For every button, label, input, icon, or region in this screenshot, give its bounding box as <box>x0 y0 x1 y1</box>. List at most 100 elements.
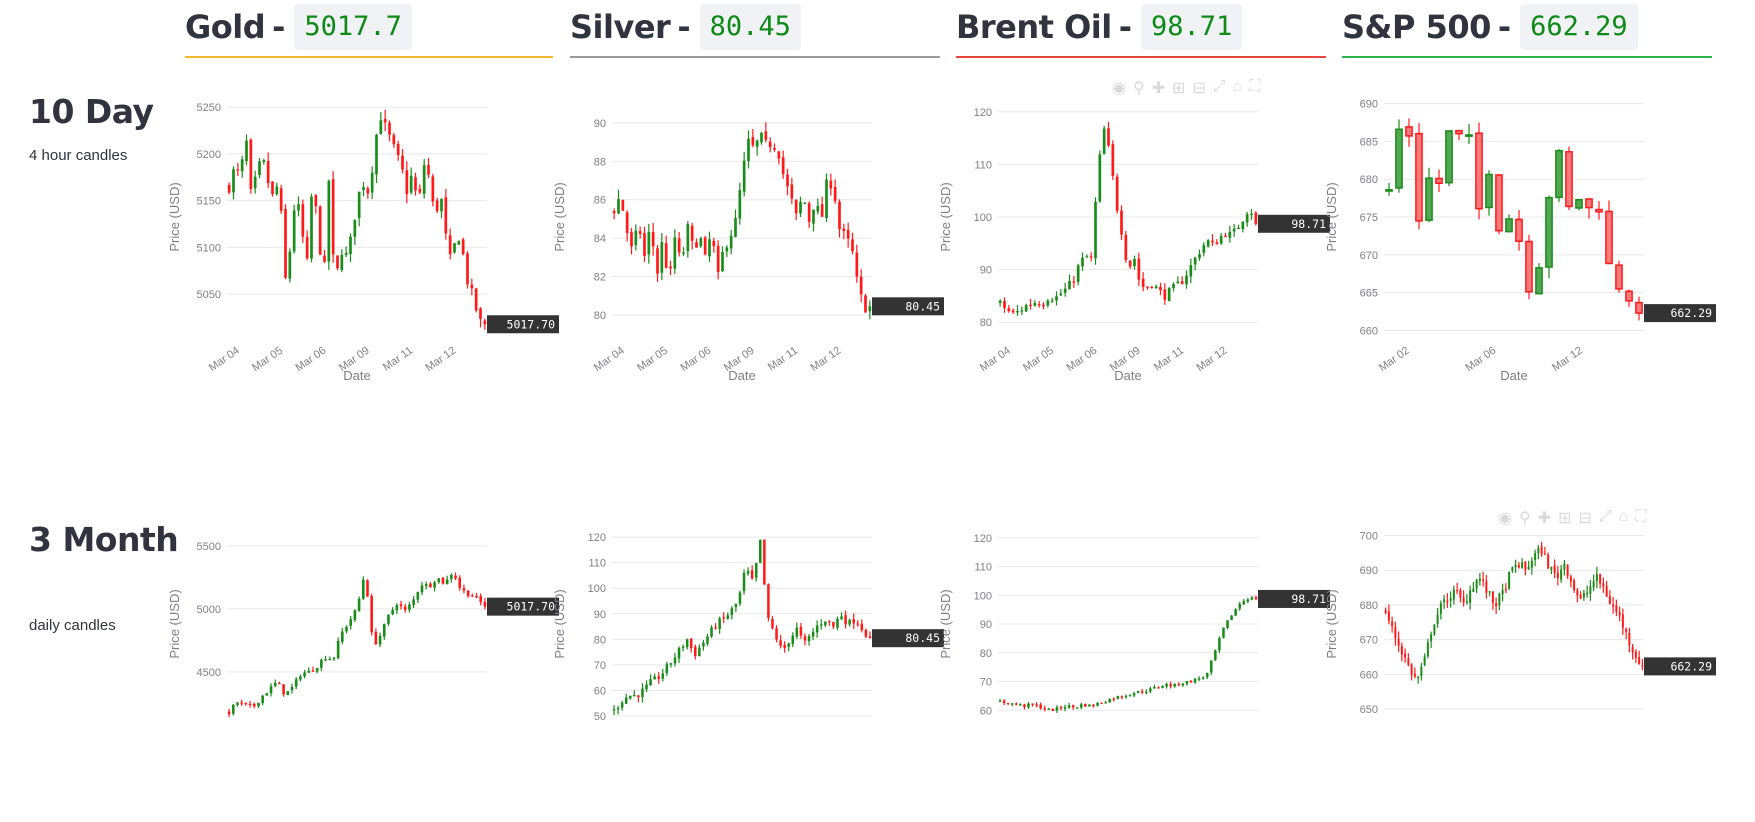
candlestick-plot[interactable]: 4500 5000 5500 Price (USD) 5017.70 <box>167 530 559 718</box>
candle <box>422 159 426 199</box>
sp500-10-day-chart[interactable]: 660 665 670 675 680 685 690 Price (USD) 662.29 Ma… <box>1324 90 1716 390</box>
candle <box>257 702 260 709</box>
candle <box>1067 702 1071 709</box>
y-tick-label: 110 <box>974 562 992 574</box>
zoom-out-icon[interactable]: ⊟ <box>1192 80 1206 97</box>
candle <box>1228 225 1232 243</box>
candle <box>370 593 373 636</box>
camera-icon[interactable]: ◉ <box>1112 80 1126 97</box>
candle <box>374 628 378 645</box>
candlestick-plot[interactable]: 650 660 670 680 690 700 Price (USD) 662.29 <box>1324 530 1716 718</box>
zoom-icon[interactable]: ⚲ <box>1132 80 1145 97</box>
candle <box>1495 174 1503 235</box>
sp500-header: S&P 500 - 662.29 <box>1342 2 1712 58</box>
candlestick-plot[interactable]: 660 665 670 675 680 685 690 Price (USD) 662.29 Ma… <box>1324 90 1716 390</box>
candle <box>1015 702 1018 706</box>
candle <box>649 674 652 686</box>
candle <box>712 237 716 253</box>
row-label-10-day: 10 Day 4 hour candles <box>29 92 154 164</box>
candle <box>320 658 323 672</box>
candle <box>1039 702 1042 710</box>
candle <box>1254 211 1258 226</box>
zoom-in-icon[interactable]: ⊞ <box>1172 80 1186 97</box>
candle <box>1605 200 1613 265</box>
y-tick-label: 665 <box>1360 288 1378 300</box>
candle <box>1120 695 1124 700</box>
silver-3-month-chart[interactable]: 50 60 70 80 90 100 110 120 Price (USD) 80.45 <box>552 530 944 723</box>
candle <box>836 616 839 631</box>
pan-icon[interactable]: ✚ <box>1537 510 1552 527</box>
gold-10-day-chart[interactable]: 5050 5100 5150 5200 5250 Price (USD) 5017.70 Ma… <box>167 90 559 390</box>
x-tick-label: Mar 02 <box>1377 345 1412 374</box>
candle <box>725 245 729 257</box>
zoom-out-icon[interactable]: ⊟ <box>1578 510 1592 527</box>
candlestick-plot[interactable]: 80 82 84 86 88 90 Price (USD) 80.45 Mar 04 Mar 05… <box>552 90 944 390</box>
candle <box>424 581 428 590</box>
silver-10-day-chart[interactable]: 80 82 84 86 88 90 Price (USD) 80.45 Mar 04 Mar 05… <box>552 90 944 390</box>
pan-icon[interactable]: ✚ <box>1151 80 1166 97</box>
candlestick-plot[interactable]: 80 90 100 110 120 Price (USD) 98.71 Mar 04 Mar 0… <box>938 90 1330 390</box>
last-price-tag: 80.45 <box>872 629 944 648</box>
asset-separator: - <box>677 8 691 46</box>
y-tick-label: 90 <box>980 265 992 277</box>
candle <box>1514 559 1517 573</box>
camera-icon[interactable]: ◉ <box>1498 510 1512 527</box>
fullscreen-icon[interactable]: ⛶ <box>1249 78 1261 95</box>
zoom-icon[interactable]: ⚲ <box>1518 510 1531 527</box>
candle <box>1011 308 1015 314</box>
candle <box>1081 252 1084 271</box>
candle <box>612 208 616 220</box>
candle <box>665 661 669 676</box>
y-tick-label: 84 <box>594 233 606 245</box>
candle <box>418 184 422 195</box>
autoscale-icon[interactable]: ⤢ <box>1212 78 1226 95</box>
home-icon[interactable]: ⌂ <box>1232 78 1243 95</box>
candle <box>1071 704 1075 710</box>
candle <box>252 702 256 709</box>
candle <box>1201 676 1205 680</box>
candlestick-plot[interactable]: 50 60 70 80 90 100 110 120 Price (USD) 80.45 <box>552 530 944 723</box>
home-icon[interactable]: ⌂ <box>1618 508 1629 525</box>
candle <box>714 623 717 630</box>
candle <box>1595 566 1598 588</box>
x-tick-label: Mar 04 <box>978 345 1013 374</box>
candle <box>1185 270 1188 289</box>
candle <box>673 652 677 667</box>
candle <box>248 701 252 708</box>
candle <box>1063 704 1067 712</box>
candle <box>332 657 336 662</box>
chart-modebar[interactable]: ◉ ⚲ ✚ ⊞ ⊟ ⤢ ⌂ ⛶ <box>1112 78 1261 98</box>
candle <box>726 612 730 620</box>
candlestick-plot[interactable]: 60 70 80 90 100 110 120 Price (USD) 98.71 <box>938 530 1330 718</box>
brent-oil-10-day-chart[interactable]: 80 90 100 110 120 Price (USD) 98.71 Mar 04 Mar 0… <box>938 90 1330 390</box>
candle <box>1180 276 1184 285</box>
candle <box>1420 662 1423 681</box>
y-axis-title: Price (USD) <box>1324 589 1339 658</box>
candle <box>1002 699 1006 706</box>
candle <box>1124 230 1128 263</box>
candle <box>1436 608 1439 628</box>
candle <box>1176 276 1180 284</box>
y-tick-label: 5200 <box>197 149 221 161</box>
sp500-3-month-chart[interactable]: 650 660 670 680 690 700 Price (USD) 662.29 <box>1324 530 1716 718</box>
chart-modebar[interactable]: ◉ ⚲ ✚ ⊞ ⊟ ⤢ ⌂ ⛶ <box>1498 508 1647 528</box>
candle <box>787 642 790 652</box>
y-tick-label: 120 <box>974 107 992 119</box>
candle <box>1055 705 1059 714</box>
candle <box>860 619 864 633</box>
candle <box>479 307 482 328</box>
zoom-in-icon[interactable]: ⊞ <box>1558 510 1572 527</box>
gold-3-month-chart[interactable]: 4500 5000 5500 Price (USD) 5017.70 <box>167 530 559 718</box>
candle <box>437 578 441 584</box>
autoscale-icon[interactable]: ⤢ <box>1598 508 1612 525</box>
candle <box>396 140 400 161</box>
candle <box>832 621 835 630</box>
fullscreen-icon[interactable]: ⛶ <box>1635 508 1647 525</box>
candle <box>656 244 659 283</box>
candlestick-plot[interactable]: 5050 5100 5150 5200 5250 Price (USD) 5017.70 Ma… <box>167 90 559 390</box>
candle <box>1560 564 1563 583</box>
candle <box>1446 593 1449 608</box>
brent-oil-3-month-chart[interactable]: 60 70 80 90 100 110 120 Price (USD) 98.71 <box>938 530 1330 718</box>
candle <box>1068 274 1071 290</box>
candle <box>1120 205 1123 241</box>
